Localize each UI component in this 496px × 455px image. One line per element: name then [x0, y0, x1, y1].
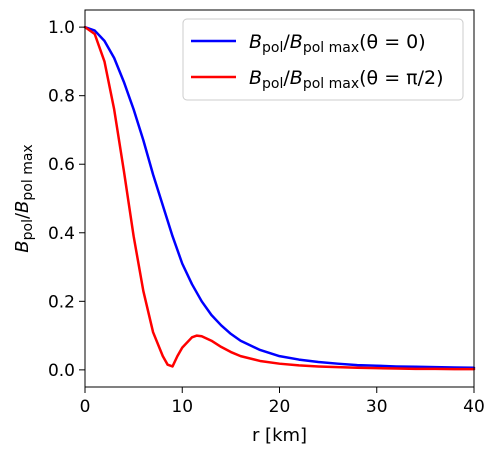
x-tick-label: 30 [366, 397, 388, 417]
x-tick-label: 10 [171, 397, 193, 417]
x-tick-label: 0 [80, 397, 91, 417]
y-axis: 0.0 0.2 0.4 0.6 0.8 1.0 [48, 18, 85, 381]
legend-label-theta-pi-2: Bpol/Bpol max(θ = π/2) [249, 67, 444, 92]
x-tick-label: 20 [269, 397, 291, 417]
y-axis-label: Bpol/Bpol max [12, 144, 36, 252]
y-tick-label: 0.0 [48, 361, 75, 381]
y-tick-label: 0.2 [48, 292, 75, 312]
y-tick-label: 0.6 [48, 155, 75, 175]
series-layer [83, 25, 476, 371]
y-tick-label: 1.0 [48, 18, 75, 38]
series-line-1 [83, 25, 476, 371]
legend-box [182, 18, 464, 101]
x-axis-label: r [km] [252, 425, 307, 446]
legend: Bpol/Bpol max(θ = 0) Bpol/Bpol max(θ = π… [182, 18, 464, 101]
series-line-0 [83, 25, 476, 370]
x-tick-label: 40 [463, 397, 485, 417]
legend-label-theta-0: Bpol/Bpol max(θ = 0) [249, 31, 426, 56]
y-tick-label: 0.8 [48, 87, 75, 107]
x-axis: 0 10 20 30 40 [80, 387, 485, 417]
y-tick-label: 0.4 [48, 224, 75, 244]
